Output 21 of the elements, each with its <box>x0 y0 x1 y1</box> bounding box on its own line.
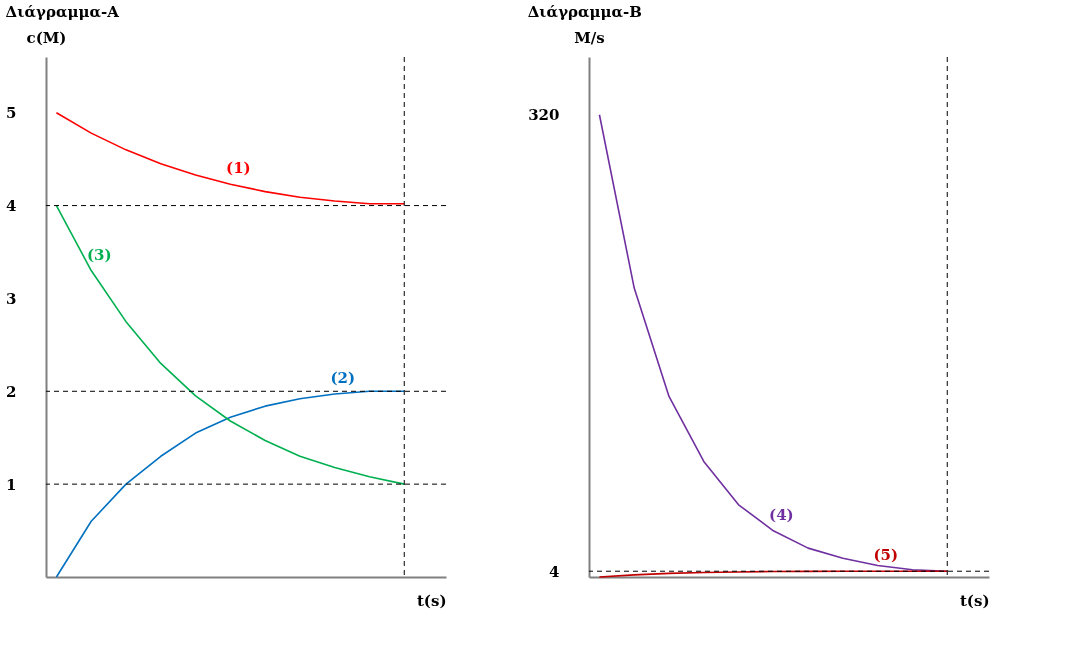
line-series <box>55 111 406 205</box>
series-label: (5) <box>873 546 899 565</box>
x-axis-title: t(s) <box>416 591 447 610</box>
series-label: (2) <box>330 369 356 388</box>
y-tick-label: 2 <box>6 382 17 401</box>
y-tick-label: 3 <box>6 289 17 308</box>
y-axis-title: M/s <box>574 28 605 47</box>
series-label: (1) <box>226 159 251 178</box>
chart-title: Διάγραμμα-A <box>5 3 120 21</box>
series-label: (4) <box>769 505 794 524</box>
y-tick-label: 4 <box>549 562 560 581</box>
y-tick-label: 320 <box>528 106 560 125</box>
x-axis-title: t(s) <box>959 591 990 610</box>
line-series <box>55 390 406 578</box>
y-axis-title: c(M) <box>26 28 67 47</box>
line-series <box>55 204 406 485</box>
chart-title: Διάγραμμα-B <box>527 3 642 21</box>
y-tick-label: 5 <box>6 104 17 123</box>
y-tick-label: 4 <box>6 197 17 216</box>
series-label: (3) <box>86 245 112 264</box>
y-tick-label: 1 <box>6 475 17 494</box>
